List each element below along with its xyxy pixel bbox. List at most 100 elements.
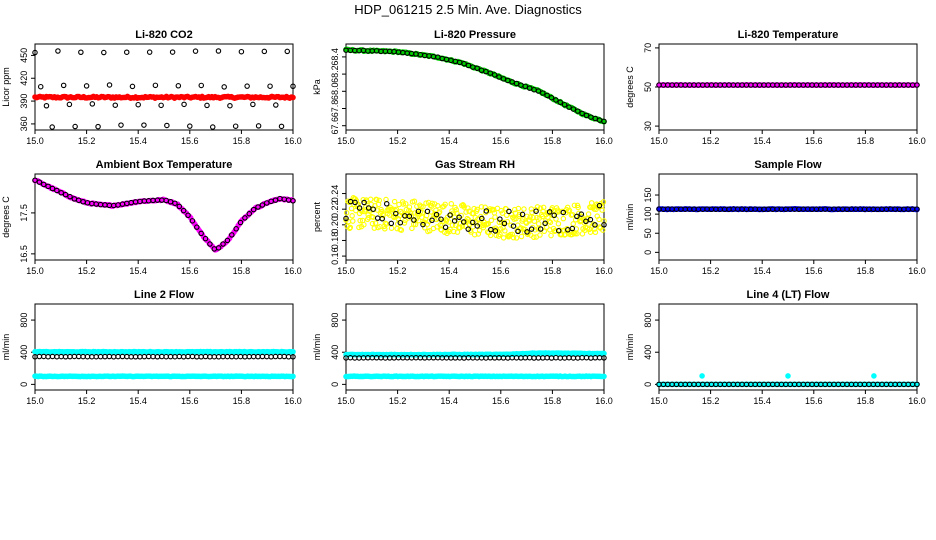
- data-point: [502, 228, 508, 234]
- data-point: [415, 208, 422, 215]
- data-point: [557, 355, 564, 361]
- y-tick-label: 50: [643, 228, 653, 238]
- plot-frame: [34, 173, 294, 261]
- data-point: [420, 221, 426, 228]
- series-averages: [343, 354, 607, 361]
- data-point: [446, 219, 452, 225]
- plot-frame: [345, 43, 605, 131]
- data-point: [454, 210, 460, 216]
- data-point: [601, 222, 607, 228]
- data-point: [36, 179, 43, 185]
- data-point: [209, 124, 216, 130]
- data-point: [548, 94, 555, 101]
- data-point: [470, 224, 476, 230]
- series-continuous-low: [343, 373, 607, 380]
- data-point: [194, 354, 200, 360]
- x-tick-label: 15.0: [650, 136, 668, 146]
- data-point: [574, 213, 580, 220]
- data-point: [345, 198, 351, 204]
- data-point: [555, 227, 562, 234]
- data-point: [356, 224, 362, 231]
- x-tick-label: 16.0: [908, 136, 926, 146]
- data-point: [164, 122, 170, 129]
- series-averages: [656, 381, 920, 388]
- x-tick-label: 16.0: [595, 136, 613, 146]
- data-point: [204, 102, 210, 109]
- data-point: [106, 353, 113, 360]
- data-point: [237, 219, 244, 226]
- data-point: [600, 199, 607, 205]
- data-point: [194, 224, 200, 230]
- data-point: [62, 191, 69, 198]
- x-tick-label: 15.6: [492, 136, 510, 146]
- data-point: [80, 353, 86, 360]
- x-tick-label: 15.8: [544, 266, 562, 276]
- data-point: [198, 82, 205, 89]
- data-point: [36, 353, 43, 360]
- data-point: [532, 227, 538, 233]
- panel-6: Line 2 Flow ml/min 15.0 15.2 15.4 15.6 15.8 16.…: [1, 289, 302, 406]
- x-tick-label: 15.6: [805, 136, 823, 146]
- data-point: [198, 354, 204, 360]
- data-point: [232, 123, 239, 129]
- data-point: [456, 214, 462, 221]
- data-point: [383, 201, 390, 207]
- series-continuous: [32, 177, 296, 253]
- plot-frame: [34, 43, 294, 131]
- data-point: [509, 231, 516, 238]
- data-point: [123, 49, 130, 55]
- x-tick-label: 15.0: [650, 396, 668, 406]
- data-point: [438, 216, 444, 222]
- data-point: [220, 353, 226, 360]
- data-point: [547, 219, 554, 226]
- series-averages: [32, 48, 296, 130]
- x-tick-label: 15.4: [129, 266, 147, 276]
- data-point: [570, 355, 577, 361]
- data-point: [562, 231, 568, 238]
- data-point: [112, 102, 119, 108]
- data-point: [93, 353, 99, 360]
- y-tick-label: 67.8: [330, 100, 340, 118]
- x-tick-label: 15.2: [78, 136, 96, 146]
- data-point: [531, 355, 537, 361]
- data-point: [411, 198, 418, 204]
- data-point: [545, 210, 552, 216]
- data-point: [429, 217, 435, 224]
- data-point: [119, 353, 126, 360]
- data-point: [233, 226, 239, 232]
- data-point: [513, 235, 520, 241]
- data-point: [181, 101, 187, 108]
- y-tick-label: 150: [643, 188, 653, 203]
- data-point: [510, 234, 517, 241]
- data-point: [474, 223, 481, 229]
- data-point: [436, 209, 443, 215]
- data-point: [474, 206, 480, 213]
- data-point: [398, 227, 405, 233]
- data-point: [391, 198, 398, 205]
- data-point: [229, 353, 235, 360]
- data-point: [587, 216, 594, 223]
- data-point: [474, 65, 480, 71]
- data-point: [572, 230, 578, 237]
- data-point: [343, 210, 350, 216]
- data-point: [406, 213, 413, 219]
- x-tick-label: 15.6: [181, 266, 199, 276]
- data-point: [273, 102, 279, 108]
- data-point: [488, 217, 495, 224]
- data-point: [518, 233, 525, 240]
- data-point: [508, 222, 514, 229]
- plot-frame: [345, 173, 605, 261]
- y-tick-label: 68.4: [330, 48, 340, 66]
- data-point: [290, 83, 296, 90]
- data-point: [557, 99, 564, 106]
- data-point: [492, 214, 498, 220]
- data-point: [290, 354, 296, 360]
- data-point: [464, 215, 471, 222]
- data-point: [374, 196, 380, 203]
- data-point: [40, 181, 47, 188]
- data-point: [54, 353, 60, 360]
- y-axis-label: percent: [312, 201, 322, 232]
- data-point: [207, 354, 213, 360]
- series-continuous-low: [32, 373, 296, 380]
- x-tick-label: 15.4: [129, 136, 147, 146]
